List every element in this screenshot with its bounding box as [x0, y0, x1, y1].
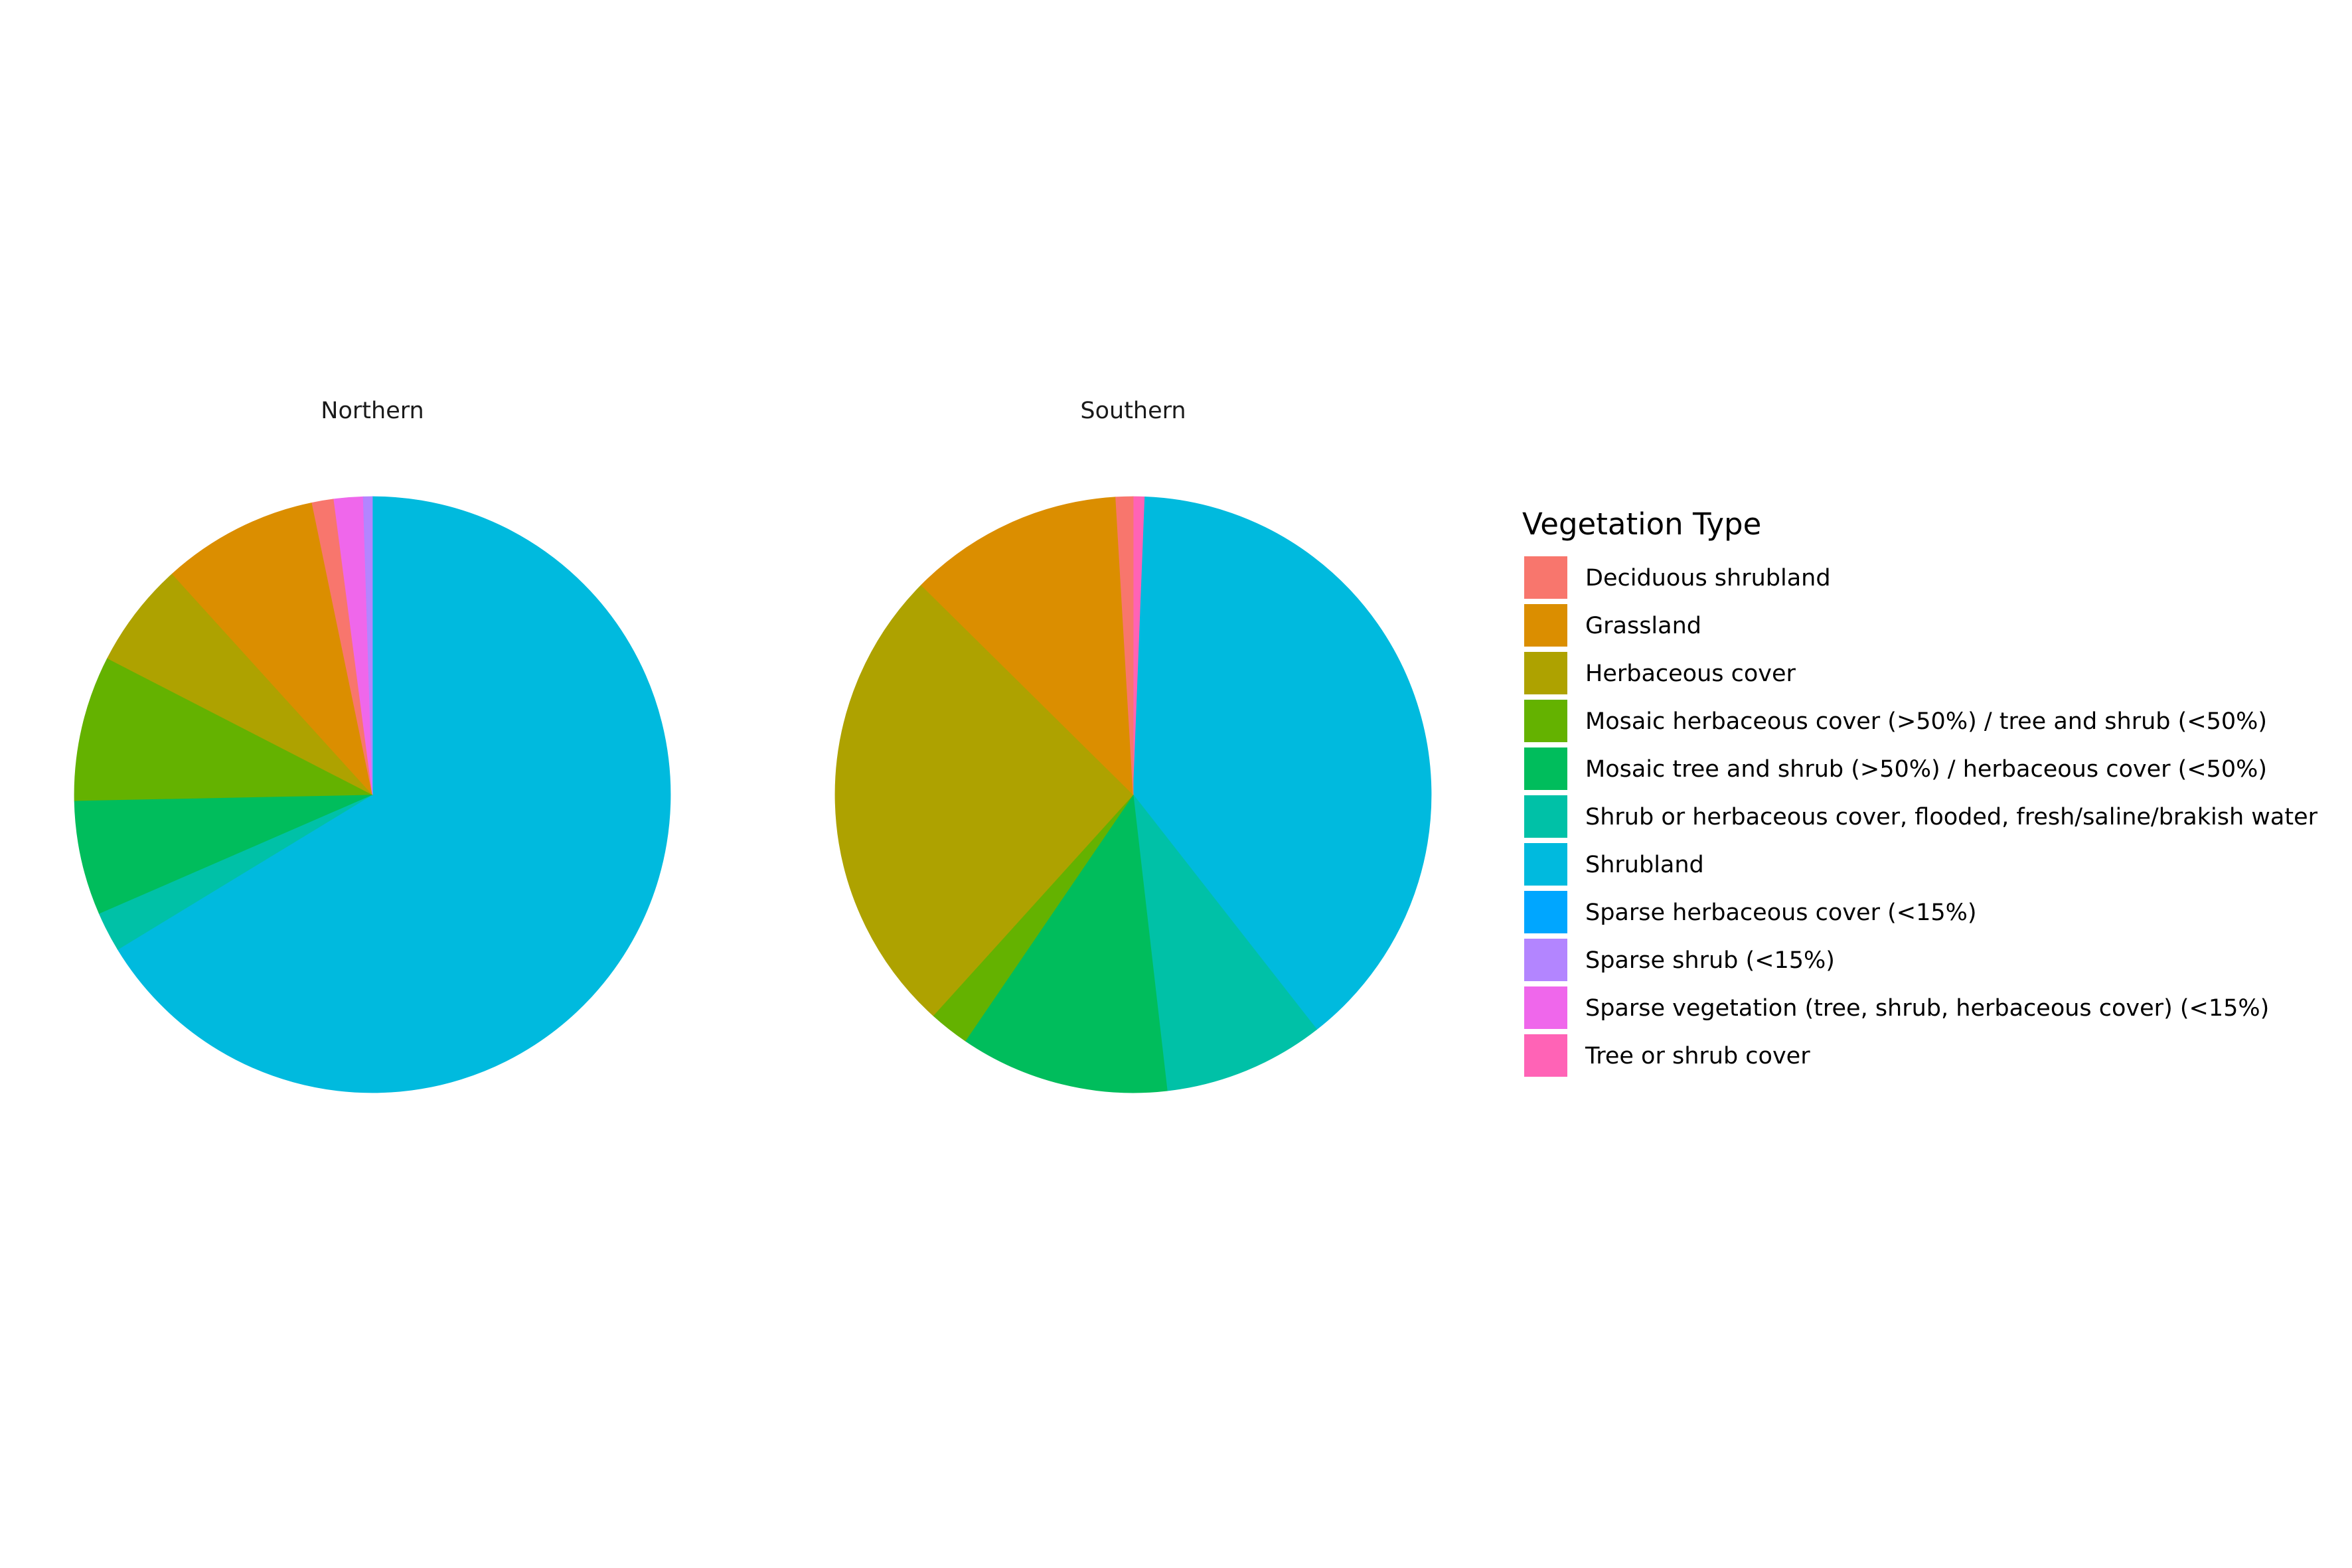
legend-swatch-grassland	[1523, 603, 1569, 648]
legend-swatch-mosaic-tree-and-shrub-50-herbaceous-cover-50	[1523, 746, 1569, 791]
legend-swatch-herbaceous-cover	[1523, 651, 1569, 696]
legend-item-sparse-herbaceous-cover-15: Sparse herbaceous cover (<15%)	[1523, 890, 1977, 935]
legend-swatch-shrub-or-herbaceous-cover-flooded-fresh-saline-brakish-water	[1523, 794, 1569, 839]
pie-panel-northern: Northern	[74, 398, 671, 1093]
legend-label-shrubland: Shrubland	[1585, 852, 1704, 878]
legend-item-sparse-vegetation-tree-shrub-herbaceous-cover-15: Sparse vegetation (tree, shrub, herbaceo…	[1523, 985, 2269, 1030]
legend-label-deciduous-shrubland: Deciduous shrubland	[1585, 565, 1831, 591]
legend-label-sparse-vegetation-tree-shrub-herbaceous-cover-15: Sparse vegetation (tree, shrub, herbaceo…	[1585, 995, 2269, 1022]
legend-swatch-shrubland	[1523, 842, 1569, 887]
legend-label-mosaic-herbaceous-cover-50-tree-and-shrub-50: Mosaic herbaceous cover (>50%) / tree an…	[1585, 708, 2267, 735]
legend-item-sparse-shrub-15: Sparse shrub (<15%)	[1523, 937, 1835, 982]
legend-swatch-tree-or-shrub-cover	[1523, 1033, 1569, 1078]
panel-title-northern: Northern	[321, 398, 424, 424]
legend-item-shrub-or-herbaceous-cover-flooded-fresh-saline-brakish-water: Shrub or herbaceous cover, flooded, fres…	[1523, 794, 2318, 839]
pie-slice-southern-mosaic-tree-and-shrub-50-herbaceous-cover-50	[965, 793, 1168, 1093]
legend-label-tree-or-shrub-cover: Tree or shrub cover	[1585, 1043, 1810, 1069]
pie-slice-southern-shrubland	[1133, 496, 1432, 1030]
legend-swatch-mosaic-herbaceous-cover-50-tree-and-shrub-50	[1523, 698, 1569, 744]
legend-item-deciduous-shrubland: Deciduous shrubland	[1523, 555, 1831, 600]
pie-slice-southern-grassland	[921, 497, 1134, 796]
legend-label-sparse-shrub-15: Sparse shrub (<15%)	[1585, 947, 1835, 974]
pie-slice-northern-grassland	[171, 502, 373, 796]
legend-swatch-sparse-herbaceous-cover-15	[1523, 890, 1569, 935]
legend-item-mosaic-herbaceous-cover-50-tree-and-shrub-50: Mosaic herbaceous cover (>50%) / tree an…	[1523, 698, 2267, 744]
pie-panel-southern: Southern	[834, 398, 1432, 1093]
pie-slice-northern-shrubland	[117, 496, 671, 1093]
pie-slice-northern-mosaic-tree-and-shrub-50-herbaceous-cover-50	[74, 794, 373, 914]
legend-swatch-sparse-shrub-15	[1523, 937, 1569, 982]
legend: Vegetation Type Deciduous shrubland Grassl…	[1522, 507, 2318, 1078]
legend-label-herbaceous-cover: Herbaceous cover	[1585, 661, 1796, 687]
legend-item-mosaic-tree-and-shrub-50-herbaceous-cover-50: Mosaic tree and shrub (>50%) / herbaceou…	[1523, 746, 2267, 791]
pie-slice-northern-herbaceous-cover	[107, 573, 373, 795]
pie-slice-southern-herbaceous-cover	[834, 584, 1134, 1016]
legend-item-herbaceous-cover: Herbaceous cover	[1523, 651, 1796, 696]
legend-item-tree-or-shrub-cover: Tree or shrub cover	[1523, 1033, 1810, 1078]
legend-label-sparse-herbaceous-cover-15: Sparse herbaceous cover (<15%)	[1585, 900, 1977, 926]
legend-label-mosaic-tree-and-shrub-50-herbaceous-cover-50: Mosaic tree and shrub (>50%) / herbaceou…	[1585, 756, 2267, 783]
pie-slice-southern-shrub-or-herbaceous-cover-flooded-fresh-saline-brakish-water	[1133, 793, 1318, 1091]
legend-label-grassland: Grassland	[1585, 613, 1701, 639]
legend-swatch-sparse-vegetation-tree-shrub-herbaceous-cover-15	[1523, 985, 1569, 1030]
pie-slice-southern-deciduous-shrubland	[1115, 496, 1134, 795]
legend-item-grassland: Grassland	[1523, 603, 1701, 648]
panel-title-southern: Southern	[1080, 398, 1186, 424]
legend-swatch-deciduous-shrubland	[1523, 555, 1569, 600]
pie-slice-northern-mosaic-herbaceous-cover-50-tree-and-shrub-50	[74, 658, 373, 801]
pie-slice-northern-sparse-shrub-15	[362, 496, 373, 795]
legend-item-shrubland: Shrubland	[1523, 842, 1704, 887]
legend-title: Vegetation Type	[1522, 507, 1761, 542]
legend-label-shrub-or-herbaceous-cover-flooded-fresh-saline-brakish-water: Shrub or herbaceous cover, flooded, fres…	[1585, 804, 2318, 830]
